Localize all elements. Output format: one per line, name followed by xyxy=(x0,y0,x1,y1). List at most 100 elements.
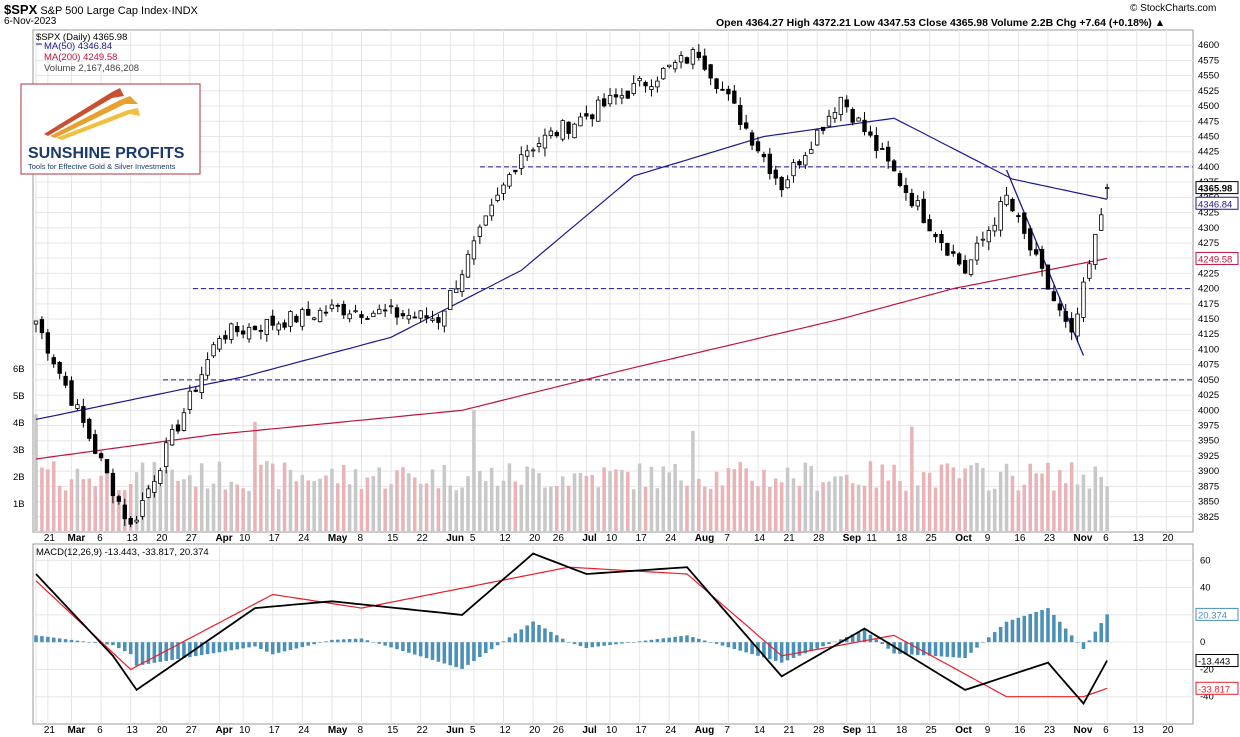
volume-bar xyxy=(217,461,222,531)
volume-bar xyxy=(442,464,447,531)
volume-bar xyxy=(270,463,275,531)
macd-histogram-bar xyxy=(1040,610,1044,643)
macd-histogram-bar xyxy=(395,642,399,650)
volume-bar xyxy=(105,468,109,531)
x-tick-label: 5 xyxy=(470,533,476,544)
volume-bar xyxy=(655,488,660,531)
macd-histogram-bar xyxy=(673,636,677,643)
candle-body xyxy=(791,162,796,177)
volume-bar xyxy=(762,469,766,531)
macd-histogram-bar xyxy=(146,642,151,664)
volume-bar xyxy=(1058,470,1062,531)
candle-body xyxy=(1099,214,1104,231)
candle-body xyxy=(365,318,370,320)
candle-body xyxy=(684,57,690,64)
macd-histogram-bar xyxy=(282,642,287,652)
macd-histogram-bar xyxy=(371,642,376,643)
candle-body xyxy=(359,314,364,318)
x-tick-label: Oct xyxy=(955,725,972,736)
candle-body xyxy=(992,224,997,232)
candle-body xyxy=(880,148,885,150)
macd-histogram-bar xyxy=(543,628,547,643)
price-tick-label: 3900 xyxy=(1198,466,1219,477)
macd-histogram-bar xyxy=(1099,623,1104,643)
macd-histogram-bar xyxy=(235,642,239,650)
price-tick-label: 3975 xyxy=(1198,421,1219,432)
x-tick-label: Apr xyxy=(215,725,232,736)
candle-body xyxy=(661,67,666,80)
volume-bar xyxy=(395,470,399,531)
macd-histogram-bar xyxy=(839,639,843,643)
volume-bar xyxy=(531,468,535,531)
macd-histogram-bar xyxy=(117,642,121,649)
price-tick-label: 4200 xyxy=(1198,284,1219,295)
candle-body xyxy=(755,141,761,152)
ma50-price-tag-box xyxy=(1195,196,1239,210)
volume-bar xyxy=(383,488,387,531)
macd-histogram-bar xyxy=(531,621,535,643)
price-tick-label: 4550 xyxy=(1198,71,1219,82)
volume-bar xyxy=(294,481,299,531)
price-tick-label: 4325 xyxy=(1198,208,1219,219)
candle-body xyxy=(536,143,542,148)
x-tick-label: 14 xyxy=(754,725,766,736)
macd-histogram-bar xyxy=(868,634,873,643)
macd-histogram-bar xyxy=(1022,615,1027,643)
macd-histogram-bar xyxy=(87,642,92,643)
volume-bar xyxy=(99,475,103,531)
candle-body xyxy=(738,104,743,125)
x-tick-label: 17 xyxy=(269,725,281,736)
candle-body xyxy=(1081,281,1086,318)
macd-histogram-bar xyxy=(353,638,358,643)
macd-histogram-bar xyxy=(51,637,56,643)
macd-histogram-bar xyxy=(803,642,808,654)
candle-body xyxy=(909,192,915,207)
candle-body xyxy=(596,99,601,122)
volume-bar xyxy=(276,489,281,531)
macd-histogram-bar xyxy=(1046,608,1050,643)
macd-histogram-bar xyxy=(963,642,967,658)
x-tick-label: 22 xyxy=(417,725,429,736)
x-tick-label: 20 xyxy=(156,533,168,544)
ohlc-readout: Open 4364.27 High 4372.21 Low 4347.53 Cl… xyxy=(716,17,1166,29)
candle-body xyxy=(1051,291,1057,302)
ma50-price-tag: 4346.84 xyxy=(1198,199,1232,210)
candle-body xyxy=(779,177,784,191)
candle-body xyxy=(915,200,920,207)
volume-bar xyxy=(407,473,411,531)
x-tick-label: 24 xyxy=(298,533,310,544)
macd-histogram-bar xyxy=(555,635,559,643)
macd-value-tag-box xyxy=(1195,681,1239,695)
candle-body xyxy=(667,64,672,68)
candle-body xyxy=(495,194,500,201)
candle-body xyxy=(158,470,163,484)
candle-body xyxy=(1016,215,1021,218)
macd-histogram-bar xyxy=(383,642,387,646)
candle-body xyxy=(276,323,281,331)
volume-bar xyxy=(448,485,453,531)
candle-body xyxy=(489,204,494,217)
volume-bar xyxy=(992,488,997,531)
volume-bar xyxy=(626,471,630,531)
candle-body xyxy=(270,315,275,326)
x-tick-label: 7 xyxy=(724,533,730,544)
macd-histogram-bar xyxy=(436,642,441,662)
macd-histogram-bar xyxy=(46,636,50,643)
macd-value-tag: -33.817 xyxy=(1198,684,1230,695)
candle-body xyxy=(246,326,252,340)
x-tick-label: 28 xyxy=(813,533,825,544)
candle-body xyxy=(140,500,145,517)
macd-histogram-bar xyxy=(933,642,938,657)
volume-bar xyxy=(880,464,885,531)
macd-histogram-bar xyxy=(247,642,251,648)
macd-histogram-bar xyxy=(412,642,417,655)
macd-histogram-bar xyxy=(1052,614,1056,643)
volume-bar xyxy=(519,484,524,531)
volume-bar xyxy=(34,414,38,531)
macd-histogram-bar xyxy=(1069,635,1074,643)
exchange: INDX xyxy=(171,5,198,17)
macd-histogram-bar xyxy=(981,642,985,643)
macd-histogram-bar xyxy=(939,642,944,657)
volume-bar xyxy=(489,467,494,531)
